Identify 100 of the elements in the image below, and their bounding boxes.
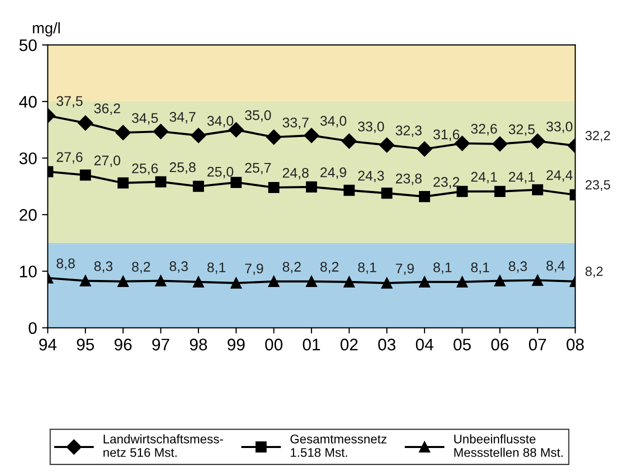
data-label: 24,1 <box>508 172 535 184</box>
point <box>492 136 508 152</box>
data-label: 32,6 <box>471 124 497 136</box>
data-label: 8,1 <box>433 262 452 274</box>
point <box>532 184 544 196</box>
data-label: 24,9 <box>320 167 346 179</box>
data-label: 7,9 <box>396 264 414 276</box>
point <box>153 124 168 140</box>
data-label: 27,6 <box>56 152 82 164</box>
point <box>342 134 357 149</box>
data-label: 25,7 <box>245 162 271 174</box>
data-label: 23,5 <box>586 180 610 192</box>
x-tick-label: 03 <box>378 338 396 350</box>
y-tick-label: 0 <box>28 322 37 334</box>
point <box>192 180 204 192</box>
data-label: 25,8 <box>170 162 196 174</box>
point <box>230 176 242 188</box>
data-label: 8,3 <box>170 261 188 273</box>
data-label: 8,3 <box>94 261 112 273</box>
data-label: 24,3 <box>358 170 384 182</box>
point <box>80 275 91 286</box>
x-tick-label: 08 <box>566 338 584 350</box>
data-label: 34,0 <box>207 116 234 128</box>
legend-label: Landwirtschaftsmess- netz 516 Mst. <box>104 434 224 457</box>
point <box>155 176 166 188</box>
data-label: 23,8 <box>396 174 422 186</box>
y-tick-label: 20 <box>20 209 37 221</box>
x-tick-label: 98 <box>190 338 207 350</box>
x-tick-label: 95 <box>76 338 94 350</box>
point <box>418 190 430 202</box>
data-label: 24,8 <box>282 168 309 180</box>
x-tick-label: 05 <box>454 338 471 350</box>
point <box>456 276 468 288</box>
point <box>381 188 392 199</box>
data-label: 8,2 <box>586 266 603 278</box>
y-tick-label: 30 <box>19 152 37 164</box>
data-label: 32,3 <box>396 126 422 138</box>
x-tick-label: 94 <box>39 338 57 350</box>
x-tick-label: 99 <box>228 338 245 350</box>
legend-label: Unbeeinflusste Messstellen 88 Mst. <box>454 434 563 457</box>
point <box>118 276 129 287</box>
data-label: 32,5 <box>508 124 535 136</box>
data-label: 23,2 <box>434 177 460 188</box>
x-tick-label: 96 <box>114 338 132 350</box>
data-label: 24,1 <box>471 172 497 184</box>
point <box>344 276 355 288</box>
point <box>268 276 280 287</box>
point <box>344 184 355 196</box>
x-tick-label: 06 <box>491 338 508 350</box>
data-label: 25,0 <box>207 166 234 178</box>
point <box>306 181 318 192</box>
point <box>116 125 131 140</box>
data-label: 8,1 <box>358 262 376 274</box>
data-label: 8,2 <box>320 262 338 274</box>
data-label: 34,5 <box>132 113 158 125</box>
data-label: 34,0 <box>320 116 346 128</box>
point <box>381 278 392 289</box>
data-label: 25,6 <box>132 163 158 175</box>
data-label: 8,8 <box>56 258 75 270</box>
y-tick-label: 40 <box>19 96 37 108</box>
point <box>416 141 432 157</box>
point <box>494 186 506 198</box>
x-tick-label: 07 <box>528 338 546 350</box>
data-label: 33,0 <box>358 122 384 134</box>
point <box>532 274 544 286</box>
point <box>266 130 282 145</box>
point <box>268 182 280 194</box>
data-label: 34,7 <box>170 112 196 124</box>
data-label: 27,0 <box>94 156 120 167</box>
data-label: 8,2 <box>132 262 150 274</box>
data-label: 36,2 <box>94 103 120 115</box>
point <box>304 128 320 144</box>
data-label: 8,3 <box>508 261 527 273</box>
data-label: 7,9 <box>245 264 264 276</box>
point <box>418 276 430 288</box>
data-label: 24,4 <box>546 170 573 182</box>
x-tick-label: 97 <box>152 338 170 350</box>
point <box>190 128 206 144</box>
point <box>118 177 129 189</box>
point <box>306 276 318 287</box>
point <box>494 275 506 286</box>
point <box>379 137 394 153</box>
point <box>78 115 93 131</box>
point <box>155 275 166 286</box>
y-axis-title: mg/l <box>32 22 60 36</box>
x-tick-label: 04 <box>416 338 434 350</box>
data-label: 8,1 <box>471 262 490 274</box>
data-label: 31,6 <box>433 130 460 141</box>
legend-label: Gesamtmessnetz 1.518 Mst. <box>290 434 386 457</box>
x-tick-label: 02 <box>340 338 358 350</box>
point <box>80 169 91 181</box>
x-tick-label: 01 <box>302 338 320 350</box>
data-label: 37,5 <box>56 96 83 108</box>
data-label: 35,0 <box>244 110 271 122</box>
x-tick-label: 00 <box>265 338 282 350</box>
data-label: 8,1 <box>207 262 226 274</box>
y-tick-label: 50 <box>19 39 37 52</box>
data-label: 33,0 <box>546 122 572 134</box>
data-label: 33,7 <box>282 118 308 130</box>
data-label: 8,4 <box>546 260 565 272</box>
